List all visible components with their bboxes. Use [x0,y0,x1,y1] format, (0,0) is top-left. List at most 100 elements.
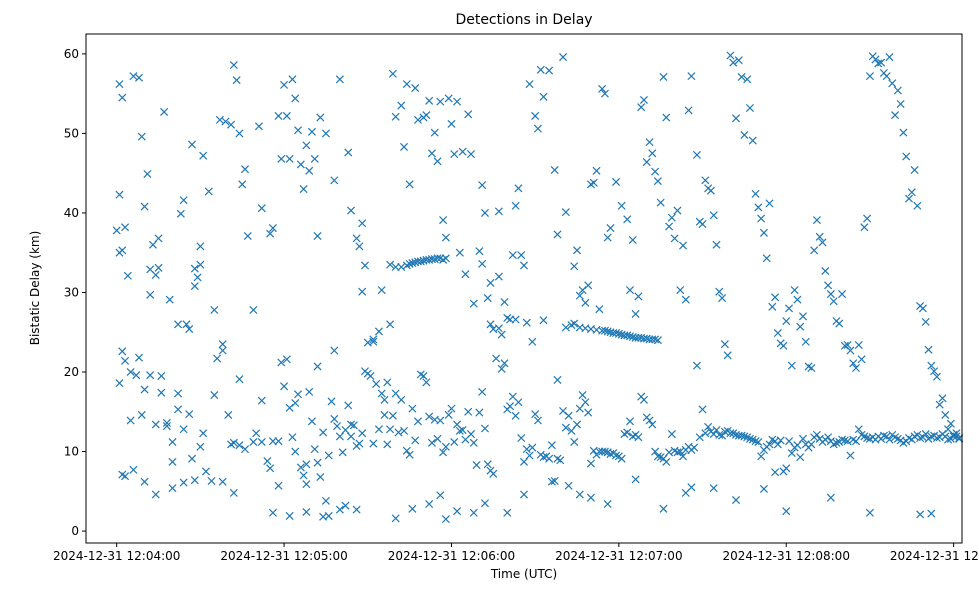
data-point [182,320,191,329]
data-point [634,433,643,442]
data-point [422,378,431,387]
data-point [536,65,545,74]
data-point [268,508,277,517]
data-point [673,206,682,215]
data-point [528,337,537,346]
data-point [645,416,654,425]
data-point [360,261,370,270]
data-point [405,180,414,189]
data-point [539,316,548,325]
data-point [687,483,696,492]
data-point [706,186,715,195]
data-point [765,199,774,208]
data-point [137,410,146,419]
data-point [397,263,406,272]
data-point [215,115,224,124]
data-point [572,420,582,429]
data-point [425,500,434,509]
data-point [732,496,741,505]
data-point [846,346,855,355]
x-axis-ticks: 2024-12-31 12:04:00 2024-12-31 12:05:00 20… [53,543,979,563]
data-point [701,176,710,185]
data-point [759,484,768,493]
data-point [659,72,668,81]
data-point [455,426,464,435]
data-point [400,142,409,151]
data-point [413,115,423,124]
data-point [341,501,350,510]
data-point [726,51,735,60]
data-point [782,317,791,326]
data-point [514,398,523,407]
data-point [358,219,367,228]
data-point [447,119,456,128]
data-point [444,94,453,103]
data-point [531,111,540,120]
data-point [115,190,124,199]
data-point [218,346,227,355]
data-point [388,69,397,78]
data-point [157,388,166,397]
data-point [734,56,743,65]
data-point [854,425,863,434]
data-point [168,437,177,447]
data-point [458,147,467,156]
data-point [288,75,297,84]
data-point [545,66,554,75]
data-point [358,287,367,296]
data-point [179,425,188,434]
data-point [665,222,674,231]
data-point [486,320,495,329]
data-point [556,456,565,465]
data-point [723,351,732,360]
data-point [776,436,785,445]
data-point [651,167,660,176]
data-point [810,246,819,255]
data-point [489,469,498,478]
data-point [324,451,333,460]
data-point [232,76,241,85]
y-tick-label: 20 [64,365,79,379]
data-point [575,291,584,300]
data-point [550,165,559,175]
data-point [796,453,805,462]
data-point [252,429,261,438]
data-point [561,208,570,217]
data-point [450,437,459,447]
data-point [904,194,914,203]
data-point [441,254,450,263]
data-point [478,259,487,268]
data-point [274,111,283,120]
data-point [422,111,431,120]
data-point [330,346,339,355]
data-point [174,320,183,329]
data-point [291,399,300,408]
data-point [790,286,799,295]
data-point [466,150,476,159]
data-point [938,394,947,403]
data-point [478,181,487,190]
data-point [478,387,487,396]
data-point [285,154,294,163]
data-point [464,110,473,119]
data-point [832,438,841,447]
data-point [305,387,314,396]
data-point [651,335,660,344]
data-point [812,216,821,225]
data-point [229,438,238,447]
data-point [266,229,275,238]
data-point [916,433,925,443]
data-point [227,120,236,129]
data-point [146,290,155,299]
data-point [564,411,573,420]
data-point [824,281,833,290]
data-point [140,385,149,394]
data-point [798,312,808,321]
data-point [807,364,816,373]
data-point [333,422,342,431]
data-point [288,433,297,442]
data-point [154,263,163,272]
data-point [277,154,286,163]
data-point [494,207,503,216]
data-point [519,261,529,270]
